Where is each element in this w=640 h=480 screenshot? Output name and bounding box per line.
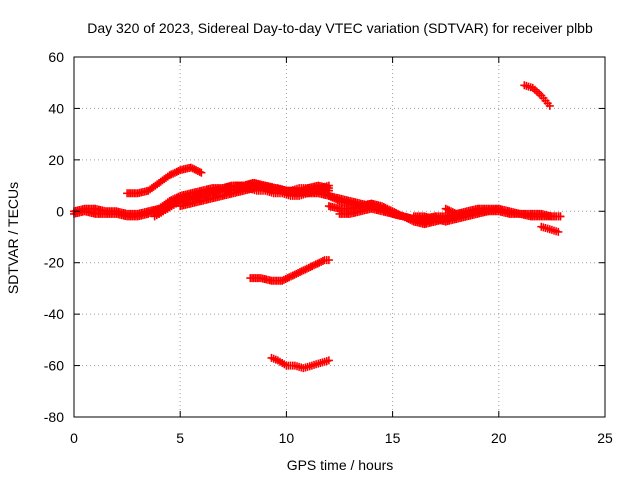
- x-tick-label: 5: [176, 430, 184, 446]
- tick-labels: 0 5 10 15 20 25 -80 -60 -40 -20 0 20 40 60: [44, 49, 613, 446]
- data-point-markers: [537, 222, 563, 236]
- data-point-markers: [246, 256, 333, 285]
- chart-title: Day 320 of 2023, Sidereal Day-to-day VTE…: [87, 20, 593, 36]
- x-axis-label: GPS time / hours: [287, 457, 394, 473]
- data-point-markers: [520, 81, 554, 110]
- series-arc-f: [176, 181, 333, 211]
- series-arc-m: [520, 81, 554, 110]
- data-series: [70, 81, 565, 373]
- data-point-markers: [267, 353, 333, 373]
- y-tick-label: 20: [48, 152, 64, 168]
- y-tick-label: -20: [44, 255, 64, 271]
- series-arc-n: [246, 256, 333, 285]
- grid-lines: [74, 57, 605, 417]
- series-arc-k: [441, 204, 503, 218]
- series-arc-b: [123, 163, 206, 198]
- y-tick-label: 60: [48, 49, 64, 65]
- y-tick-label: 40: [48, 100, 64, 116]
- x-tick-label: 25: [597, 430, 613, 446]
- plot-frame: [73, 56, 606, 418]
- data-point-markers: [123, 163, 206, 198]
- data-point-markers: [176, 181, 333, 211]
- x-tick-label: 15: [385, 430, 401, 446]
- y-tick-label: -40: [44, 306, 64, 322]
- y-tick-label: 0: [56, 203, 64, 219]
- y-tick-label: -80: [44, 409, 64, 425]
- data-point-markers: [441, 204, 503, 218]
- x-tick-label: 10: [279, 430, 295, 446]
- y-axis-label: SDTVAR / TECUs: [5, 182, 21, 294]
- axis-ticks: [73, 56, 606, 418]
- series-arc-l: [537, 222, 563, 236]
- x-tick-label: 0: [70, 430, 78, 446]
- y-tick-label: -60: [44, 358, 64, 374]
- series-arc-o: [267, 353, 333, 373]
- x-tick-label: 20: [491, 430, 507, 446]
